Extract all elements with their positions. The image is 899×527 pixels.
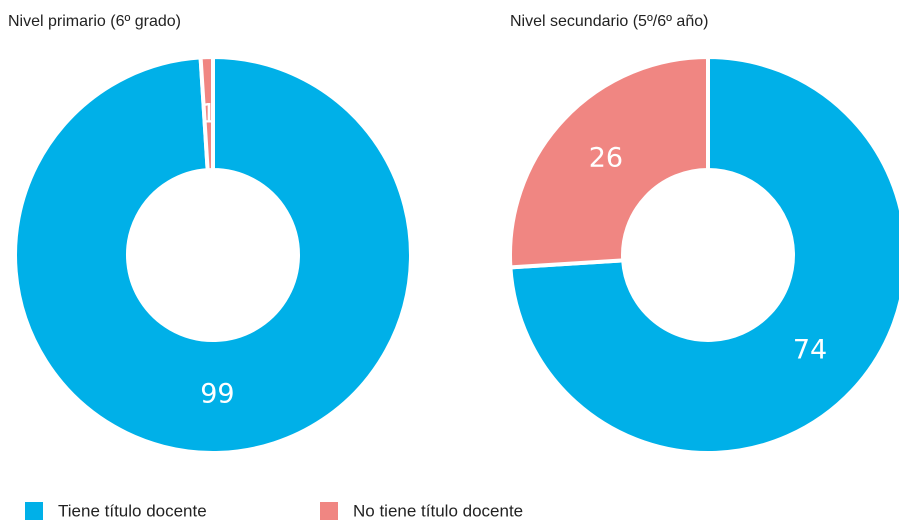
donut-slice [508, 54, 710, 270]
legend-swatch [25, 502, 43, 520]
donut-slice [13, 54, 413, 455]
data-label: 99 [200, 378, 234, 409]
chart-title: Nivel primario (6º grado) [8, 13, 181, 30]
donut-slice [198, 54, 215, 173]
donut-slice [508, 54, 899, 455]
legend-label: No tiene título docente [353, 501, 523, 520]
data-label: 26 [589, 143, 623, 174]
data-label: 74 [793, 334, 827, 365]
legend-swatch [320, 502, 338, 520]
legend-label: Tiene título docente [58, 501, 207, 520]
chart-title: Nivel secundario (5º/6º año) [510, 13, 708, 30]
data-label: 1 [200, 99, 217, 130]
